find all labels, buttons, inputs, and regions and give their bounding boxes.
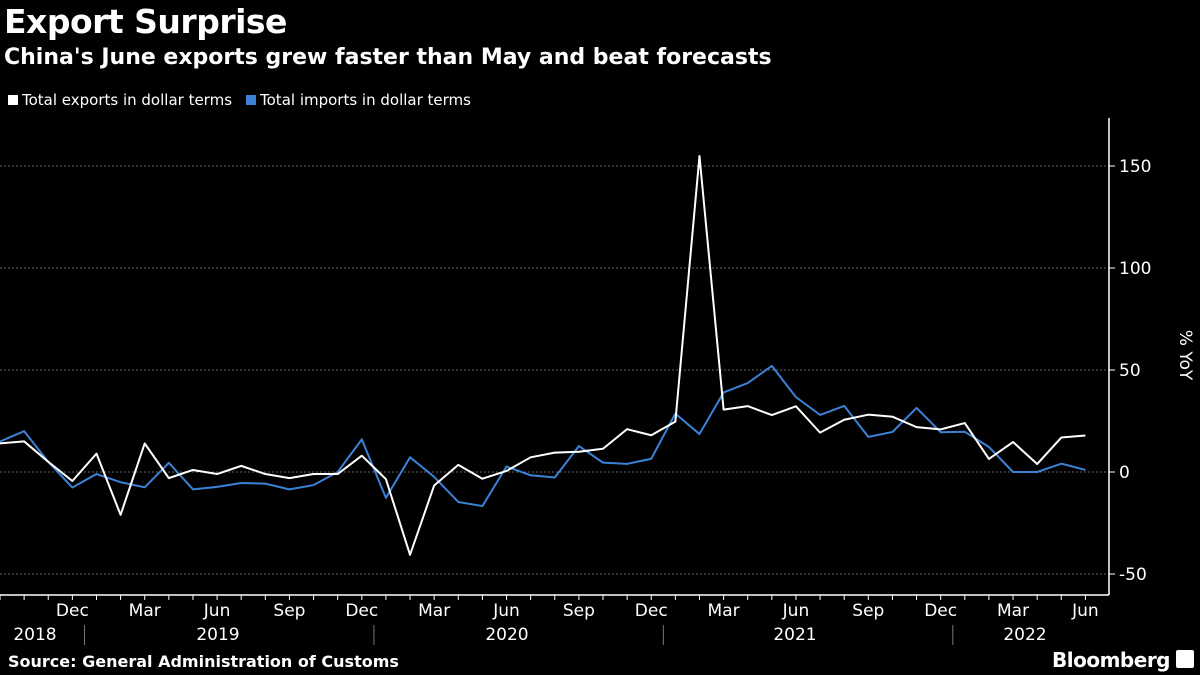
legend-swatch-exports [8,95,18,105]
x-tick-label: Dec [635,601,668,621]
legend-label-imports: Total imports in dollar terms [260,91,471,109]
y-tick-label: 50 [1119,361,1141,381]
x-tick-label: Dec [56,601,89,621]
x-tick-label: Jun [1071,601,1099,621]
x-tick-label: Jun [782,601,810,621]
bloomberg-chart-icon [1176,650,1194,668]
x-tick-label: Sep [852,601,884,621]
legend-label-exports: Total exports in dollar terms [22,91,233,109]
year-label: 2022 [1003,625,1046,645]
y-tick-label: 100 [1119,259,1151,279]
x-tick-label: Sep [273,601,305,621]
source-note: Source: General Administration of Custom… [8,652,399,671]
legend-item-exports: Total exports in dollar terms [8,91,232,109]
x-tick-label: Mar [997,601,1029,621]
legend-swatch-imports [246,95,257,105]
bloomberg-logo: Bloomberg [1052,648,1170,672]
chart-subtitle: China's June exports grew faster than Ma… [4,45,772,70]
x-tick-label: Mar [708,601,740,621]
x-tick-label: Dec [345,601,378,621]
y-tick-label: 150 [1119,157,1151,177]
y-axis-label: % YoY [1175,330,1195,381]
imports-line [0,364,1086,508]
y-tick-label: 0 [1119,463,1130,483]
y-tick-label: -50 [1119,565,1147,585]
chart-title: Export Surprise [4,2,287,41]
year-label: 2021 [773,625,816,645]
x-tick-label: Sep [563,601,595,621]
x-tick-label: Jun [492,601,520,621]
year-label: 2019 [196,625,239,645]
x-tick-label: Dec [924,601,957,621]
x-tick-label: Jun [203,601,231,621]
year-label: 2018 [13,625,56,645]
x-tick-label: Mar [129,601,161,621]
exports-line [0,155,1086,556]
legend: Total exports in dollar terms Total impo… [8,91,471,109]
legend-item-imports: Total imports in dollar terms [246,91,471,109]
x-tick-label: Mar [418,601,450,621]
year-label: 2020 [485,625,528,645]
